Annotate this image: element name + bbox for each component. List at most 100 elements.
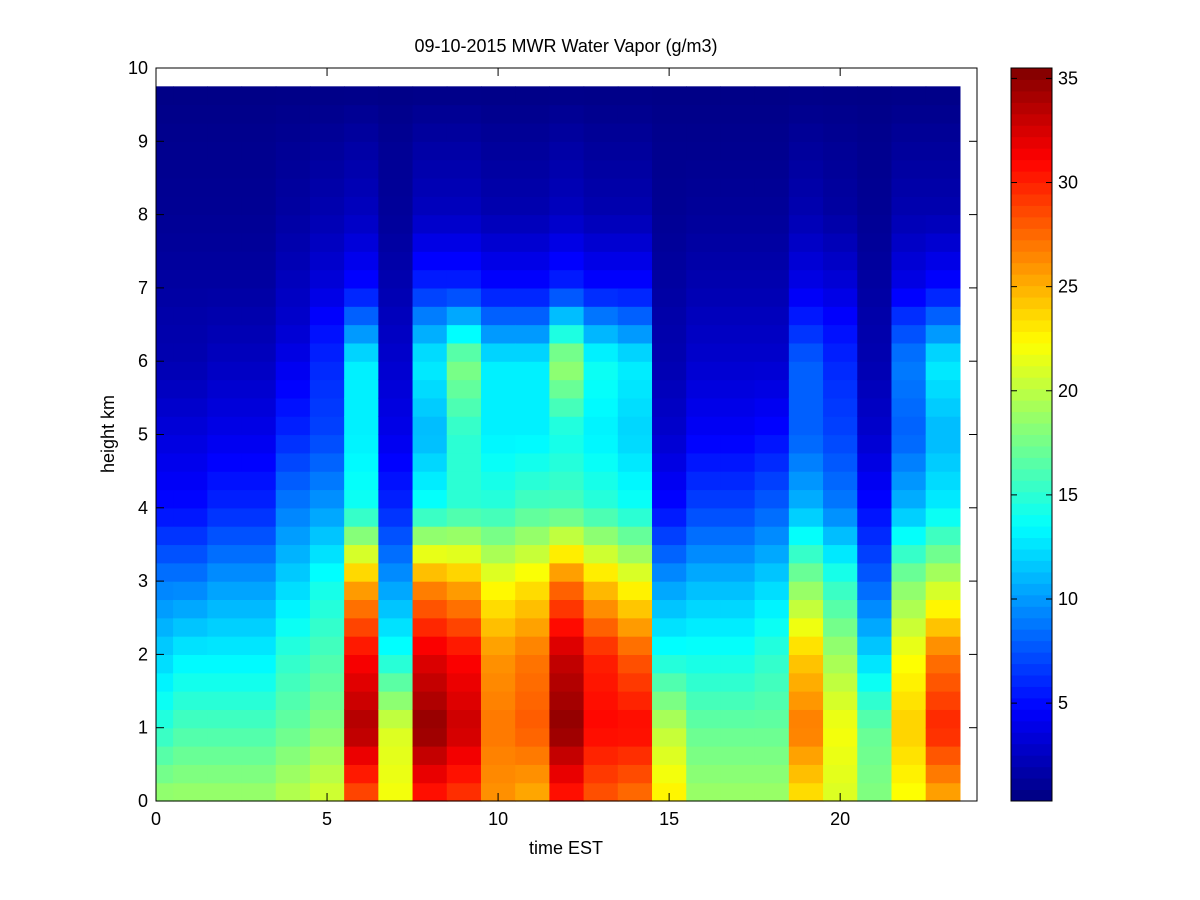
heatmap-cell: [241, 709, 277, 729]
colorbar-segment: [1011, 789, 1052, 802]
heatmap-cell: [275, 691, 311, 710]
heatmap-cell: [754, 452, 790, 472]
heatmap-cell: [583, 746, 619, 765]
heatmap-cell: [583, 342, 619, 362]
heatmap-cell: [515, 526, 550, 546]
heatmap-cell: [720, 177, 756, 197]
colorbar-segment: [1011, 319, 1052, 332]
heatmap-cell: [515, 196, 550, 216]
heatmap-cell: [788, 489, 824, 509]
heatmap-cell: [823, 452, 858, 472]
heatmap-cell: [720, 489, 756, 509]
heatmap-cell: [583, 397, 619, 417]
heatmap-cell: [925, 141, 961, 161]
heatmap-cell: [156, 544, 174, 564]
heatmap-cell: [156, 709, 174, 729]
heatmap-cell: [446, 86, 482, 106]
heatmap-cell: [686, 672, 722, 692]
heatmap-cell: [823, 159, 858, 179]
colorbar-segment: [1011, 239, 1052, 252]
heatmap-cell: [344, 709, 379, 729]
heatmap-cell: [480, 507, 516, 527]
heatmap-cell: [241, 397, 277, 417]
heatmap-cell: [480, 709, 516, 729]
heatmap-cell: [788, 196, 824, 216]
heatmap-cell: [652, 636, 687, 655]
heatmap-cell: [275, 122, 311, 142]
heatmap-cell: [857, 452, 893, 472]
heatmap-cell: [788, 562, 824, 582]
heatmap-cell: [344, 251, 379, 271]
heatmap-cell: [412, 617, 448, 637]
heatmap-cell: [156, 452, 174, 472]
heatmap-cell: [788, 306, 824, 326]
heatmap-cell: [173, 232, 208, 252]
heatmap-cell: [617, 599, 653, 619]
heatmap-cell: [515, 287, 550, 307]
heatmap-cell: [891, 599, 927, 619]
heatmap-cell: [823, 727, 858, 747]
heatmap-cell: [617, 617, 653, 637]
heatmap-cell: [156, 379, 174, 399]
colorbar-segment: [1011, 285, 1052, 298]
heatmap-cell: [754, 526, 790, 546]
heatmap-cell: [446, 562, 482, 582]
heatmap-cell: [446, 727, 482, 747]
heatmap-cell: [652, 562, 687, 582]
colorbar-segment: [1011, 732, 1052, 745]
heatmap-cell: [173, 709, 208, 729]
colorbar-segment: [1011, 354, 1052, 367]
heatmap-cell: [583, 141, 619, 161]
y-tick-label: 7: [138, 278, 148, 298]
heatmap-cell: [446, 379, 482, 399]
heatmap-cell: [891, 709, 927, 729]
heatmap-cell: [583, 764, 619, 784]
heatmap-cell: [173, 159, 208, 179]
heatmap-cell: [173, 214, 208, 234]
heatmap-cell: [207, 562, 243, 582]
heatmap-cell: [241, 526, 277, 546]
heatmap-cell: [720, 287, 756, 307]
heatmap-cell: [891, 214, 927, 234]
heatmap-cell: [720, 617, 756, 637]
heatmap-cell: [617, 104, 653, 124]
heatmap-cell: [515, 617, 550, 637]
x-tick-label: 10: [488, 809, 508, 829]
heatmap-cell: [480, 764, 516, 784]
heatmap-cell: [156, 342, 174, 362]
heatmap-cell: [480, 269, 516, 289]
colorbar-segment: [1011, 606, 1052, 619]
heatmap-cell: [720, 727, 756, 747]
heatmap-cell: [207, 489, 243, 509]
heatmap-cell: [617, 232, 653, 252]
colorbar-segment: [1011, 778, 1052, 791]
heatmap-cell: [857, 544, 893, 564]
heatmap-cell: [686, 599, 722, 619]
heatmap-cell: [207, 507, 243, 527]
heatmap-cell: [412, 86, 448, 106]
heatmap-cell: [891, 782, 927, 802]
heatmap-cell: [720, 86, 756, 106]
heatmap-cell: [480, 617, 516, 637]
heatmap-cell: [344, 782, 379, 802]
heatmap-cell: [754, 581, 790, 601]
colorbar-segment: [1011, 365, 1052, 378]
heatmap-cell: [156, 636, 174, 655]
heatmap-cell: [156, 177, 174, 197]
heatmap-cell: [788, 581, 824, 601]
heatmap-cell: [173, 177, 208, 197]
heatmap-cell: [857, 306, 893, 326]
heatmap-cell: [891, 746, 927, 765]
heatmap-cell: [857, 379, 893, 399]
heatmap-cell: [549, 379, 585, 399]
heatmap-cell: [515, 397, 550, 417]
heatmap-cell: [686, 196, 722, 216]
heatmap-cell: [754, 636, 790, 655]
heatmap-cell: [925, 361, 961, 381]
heatmap-cell: [275, 324, 311, 344]
heatmap-cell: [156, 672, 174, 692]
heatmap-cell: [378, 782, 414, 802]
heatmap-cell: [754, 104, 790, 124]
colorbar-segment: [1011, 457, 1052, 470]
